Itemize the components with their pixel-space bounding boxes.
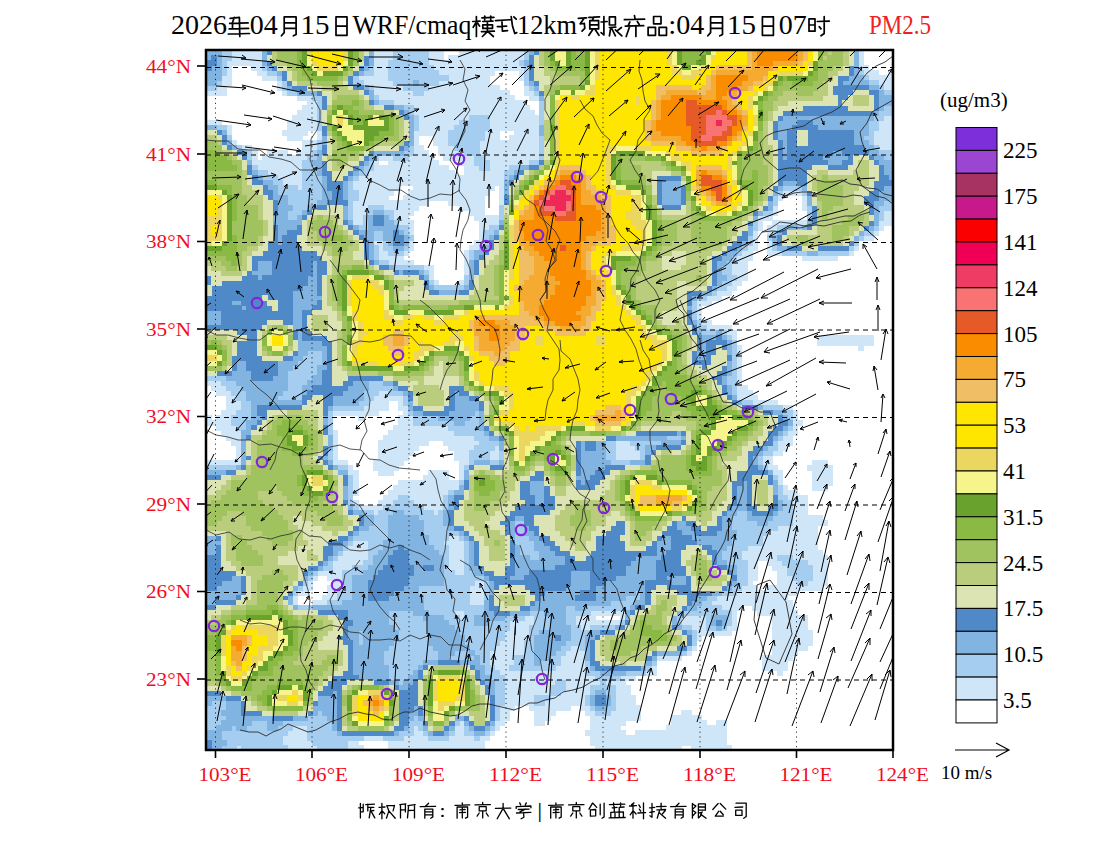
svg-text:07: 07 — [779, 9, 807, 40]
svg-text:04: 04 — [250, 9, 278, 40]
svg-text:41°N: 41°N — [146, 144, 191, 165]
svg-text:2026: 2026 — [171, 9, 227, 40]
svg-text:105: 105 — [1003, 322, 1038, 347]
svg-text:225: 225 — [1003, 138, 1038, 163]
svg-text:10 m/s: 10 m/s — [941, 762, 992, 783]
svg-text:75: 75 — [1003, 367, 1026, 392]
svg-text:17.5: 17.5 — [1003, 596, 1043, 621]
svg-text:15: 15 — [727, 9, 756, 40]
svg-text:(ug/m3): (ug/m3) — [940, 88, 1008, 112]
svg-text:35°N: 35°N — [146, 319, 191, 340]
svg-text:PM2.5: PM2.5 — [869, 9, 931, 40]
svg-text:WRF/cmaq: WRF/cmaq — [352, 9, 471, 40]
svg-text:04: 04 — [676, 9, 704, 40]
svg-text:24.5: 24.5 — [1003, 551, 1043, 576]
svg-text:53: 53 — [1003, 413, 1026, 438]
svg-text:106°E: 106°E — [295, 764, 348, 785]
svg-text:175: 175 — [1003, 184, 1038, 209]
svg-text:124: 124 — [1003, 276, 1038, 301]
svg-text:124°E: 124°E — [876, 764, 929, 785]
svg-text:32°N: 32°N — [146, 406, 191, 427]
svg-text:38°N: 38°N — [146, 231, 191, 252]
svg-text:118°E: 118°E — [683, 764, 736, 785]
svg-text::: : — [668, 9, 676, 40]
svg-text:23°N: 23°N — [146, 669, 191, 690]
svg-text:44°N: 44°N — [146, 56, 191, 77]
svg-text:41: 41 — [1003, 459, 1026, 484]
svg-text:10.5: 10.5 — [1003, 642, 1043, 667]
svg-text:109°E: 109°E — [392, 764, 445, 785]
svg-text:|: | — [537, 799, 542, 822]
svg-text:103°E: 103°E — [199, 764, 252, 785]
svg-text:112°E: 112°E — [489, 764, 542, 785]
svg-text:3.5: 3.5 — [1003, 688, 1032, 713]
svg-text::: : — [440, 801, 446, 821]
svg-text:26°N: 26°N — [146, 581, 191, 602]
svg-text:31.5: 31.5 — [1003, 505, 1043, 530]
svg-text:121°E: 121°E — [780, 764, 833, 785]
svg-text:15: 15 — [301, 9, 330, 40]
svg-text:29°N: 29°N — [146, 494, 191, 515]
svg-text:141: 141 — [1003, 230, 1038, 255]
svg-text:115°E: 115°E — [586, 764, 639, 785]
svg-text:12km: 12km — [517, 9, 577, 40]
